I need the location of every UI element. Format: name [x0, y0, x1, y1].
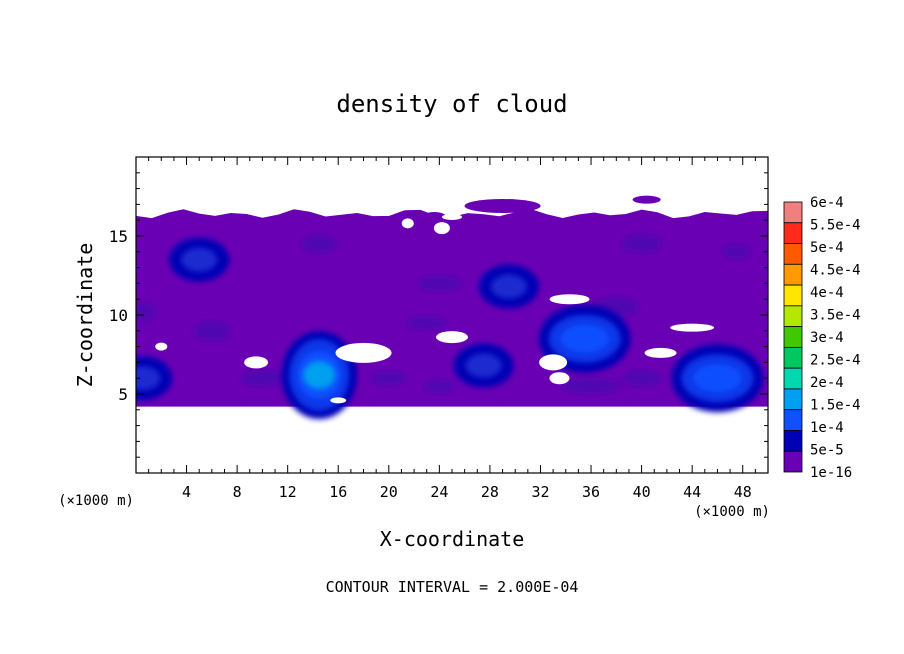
x-tick-label: 32 [531, 483, 549, 501]
y-axis-label: Z-coordinate [73, 243, 97, 388]
cloud-swirl [561, 378, 622, 395]
colorbar-label: 3.5e-4 [810, 308, 861, 324]
cloud-cell [303, 361, 336, 390]
colorbar-swatch [783, 243, 803, 265]
cloud-field [136, 195, 768, 420]
colorbar: 6e-4 5.5e-4 5e-4 4.5e-4 4e-4 3.5e-4 3e-4 2.5e-4… [783, 195, 861, 481]
x-axis-label: X-coordinate [380, 527, 525, 551]
x-tick-label: 12 [279, 483, 297, 501]
cloud-swirl [406, 315, 447, 330]
colorbar-swatch [783, 450, 803, 473]
chart-title: density of cloud [336, 90, 567, 118]
clear-air-gap [539, 354, 568, 371]
plot-area [136, 195, 768, 420]
colorbar-label: 2e-4 [810, 375, 844, 391]
colorbar-label: 4e-4 [810, 285, 844, 301]
cloud-cell [560, 324, 609, 353]
colorbar-label: 1e-4 [810, 420, 844, 436]
clear-air-gap [433, 222, 450, 235]
x-tick-label: 48 [734, 483, 752, 501]
cloud-swirl [621, 234, 662, 253]
x-tick-label: 4 [182, 483, 191, 501]
x-tick-label: 36 [582, 483, 600, 501]
cloud-swirl [370, 371, 407, 386]
clear-air-gap [330, 397, 347, 404]
clear-air-gap [670, 323, 715, 332]
x-tick-label: 16 [329, 483, 347, 501]
cloud-cell [490, 274, 527, 299]
colorbar-swatch [783, 222, 803, 244]
cloud-cell [693, 364, 742, 393]
y-axis-ticks: 5 10 15 [109, 172, 768, 458]
colorbar-swatch [783, 305, 803, 328]
cloud-patch [464, 198, 541, 213]
cloud-swirl [136, 302, 157, 321]
cloud-cell [181, 247, 218, 272]
clear-air-gaps [155, 214, 715, 404]
colorbar-label: 1.5e-4 [810, 398, 861, 414]
colorbar-label: 1e-16 [810, 465, 852, 481]
colorbar-swatch [783, 263, 803, 286]
cloud-patch [632, 195, 661, 204]
colorbar-swatch [783, 388, 803, 411]
x-tick-label: 44 [683, 483, 701, 501]
colorbar-label: 2.5e-4 [810, 353, 861, 369]
cloud-swirl [423, 379, 456, 394]
clear-air-gap [436, 331, 468, 344]
x-unit-label-left: (×1000 m) [58, 493, 134, 509]
colorbar-label: 5.5e-4 [810, 218, 861, 234]
colorbar-label: 5e-5 [810, 443, 844, 459]
colorbar-swatch [783, 346, 803, 369]
cloud-patch [422, 212, 447, 223]
cloud-swirl [722, 244, 751, 259]
clear-air-gap [244, 356, 269, 369]
colorbar-label: 5e-4 [810, 240, 844, 256]
colorbar-label: 3e-4 [810, 330, 844, 346]
colorbar-swatch [783, 284, 803, 307]
colorbar-swatch [783, 409, 803, 431]
clear-air-gap [442, 214, 462, 221]
clear-air-gap [155, 342, 168, 351]
x-tick-label: 20 [380, 483, 398, 501]
cloud-swirl [240, 370, 285, 387]
clear-air-gap [401, 218, 414, 229]
cloud-swirl [193, 320, 230, 341]
clear-air-gap [549, 294, 590, 305]
clear-air-gap [549, 372, 570, 385]
colorbar-label: 4.5e-4 [810, 263, 861, 279]
colorbar-swatch [783, 326, 803, 348]
x-axis-ticks: 4 8 12 16 20 24 28 32 36 40 44 48 [148, 157, 756, 501]
cloud-cell [465, 353, 502, 378]
colorbar-swatch [783, 367, 803, 390]
y-tick-label: 10 [109, 306, 128, 325]
clear-air-gap [335, 342, 392, 363]
x-unit-label-right: (×1000 m) [694, 504, 770, 520]
colorbar-swatch [783, 430, 803, 452]
y-tick-label: 5 [118, 385, 128, 404]
contour-interval-note: CONTOUR INTERVAL = 2.000E-04 [326, 578, 579, 596]
cloud-swirl [621, 370, 662, 387]
y-tick-label: 15 [109, 227, 128, 246]
cloud-swirl [301, 234, 338, 253]
cloud-cell [136, 366, 161, 391]
colorbar-label: 6e-4 [810, 195, 844, 211]
cloud-swirl [417, 275, 462, 292]
colorbar-swatch [783, 201, 803, 224]
clear-air-gap [644, 347, 677, 358]
x-tick-label: 40 [633, 483, 651, 501]
x-tick-label: 8 [233, 483, 242, 501]
x-tick-label: 28 [481, 483, 499, 501]
x-tick-label: 24 [430, 483, 448, 501]
